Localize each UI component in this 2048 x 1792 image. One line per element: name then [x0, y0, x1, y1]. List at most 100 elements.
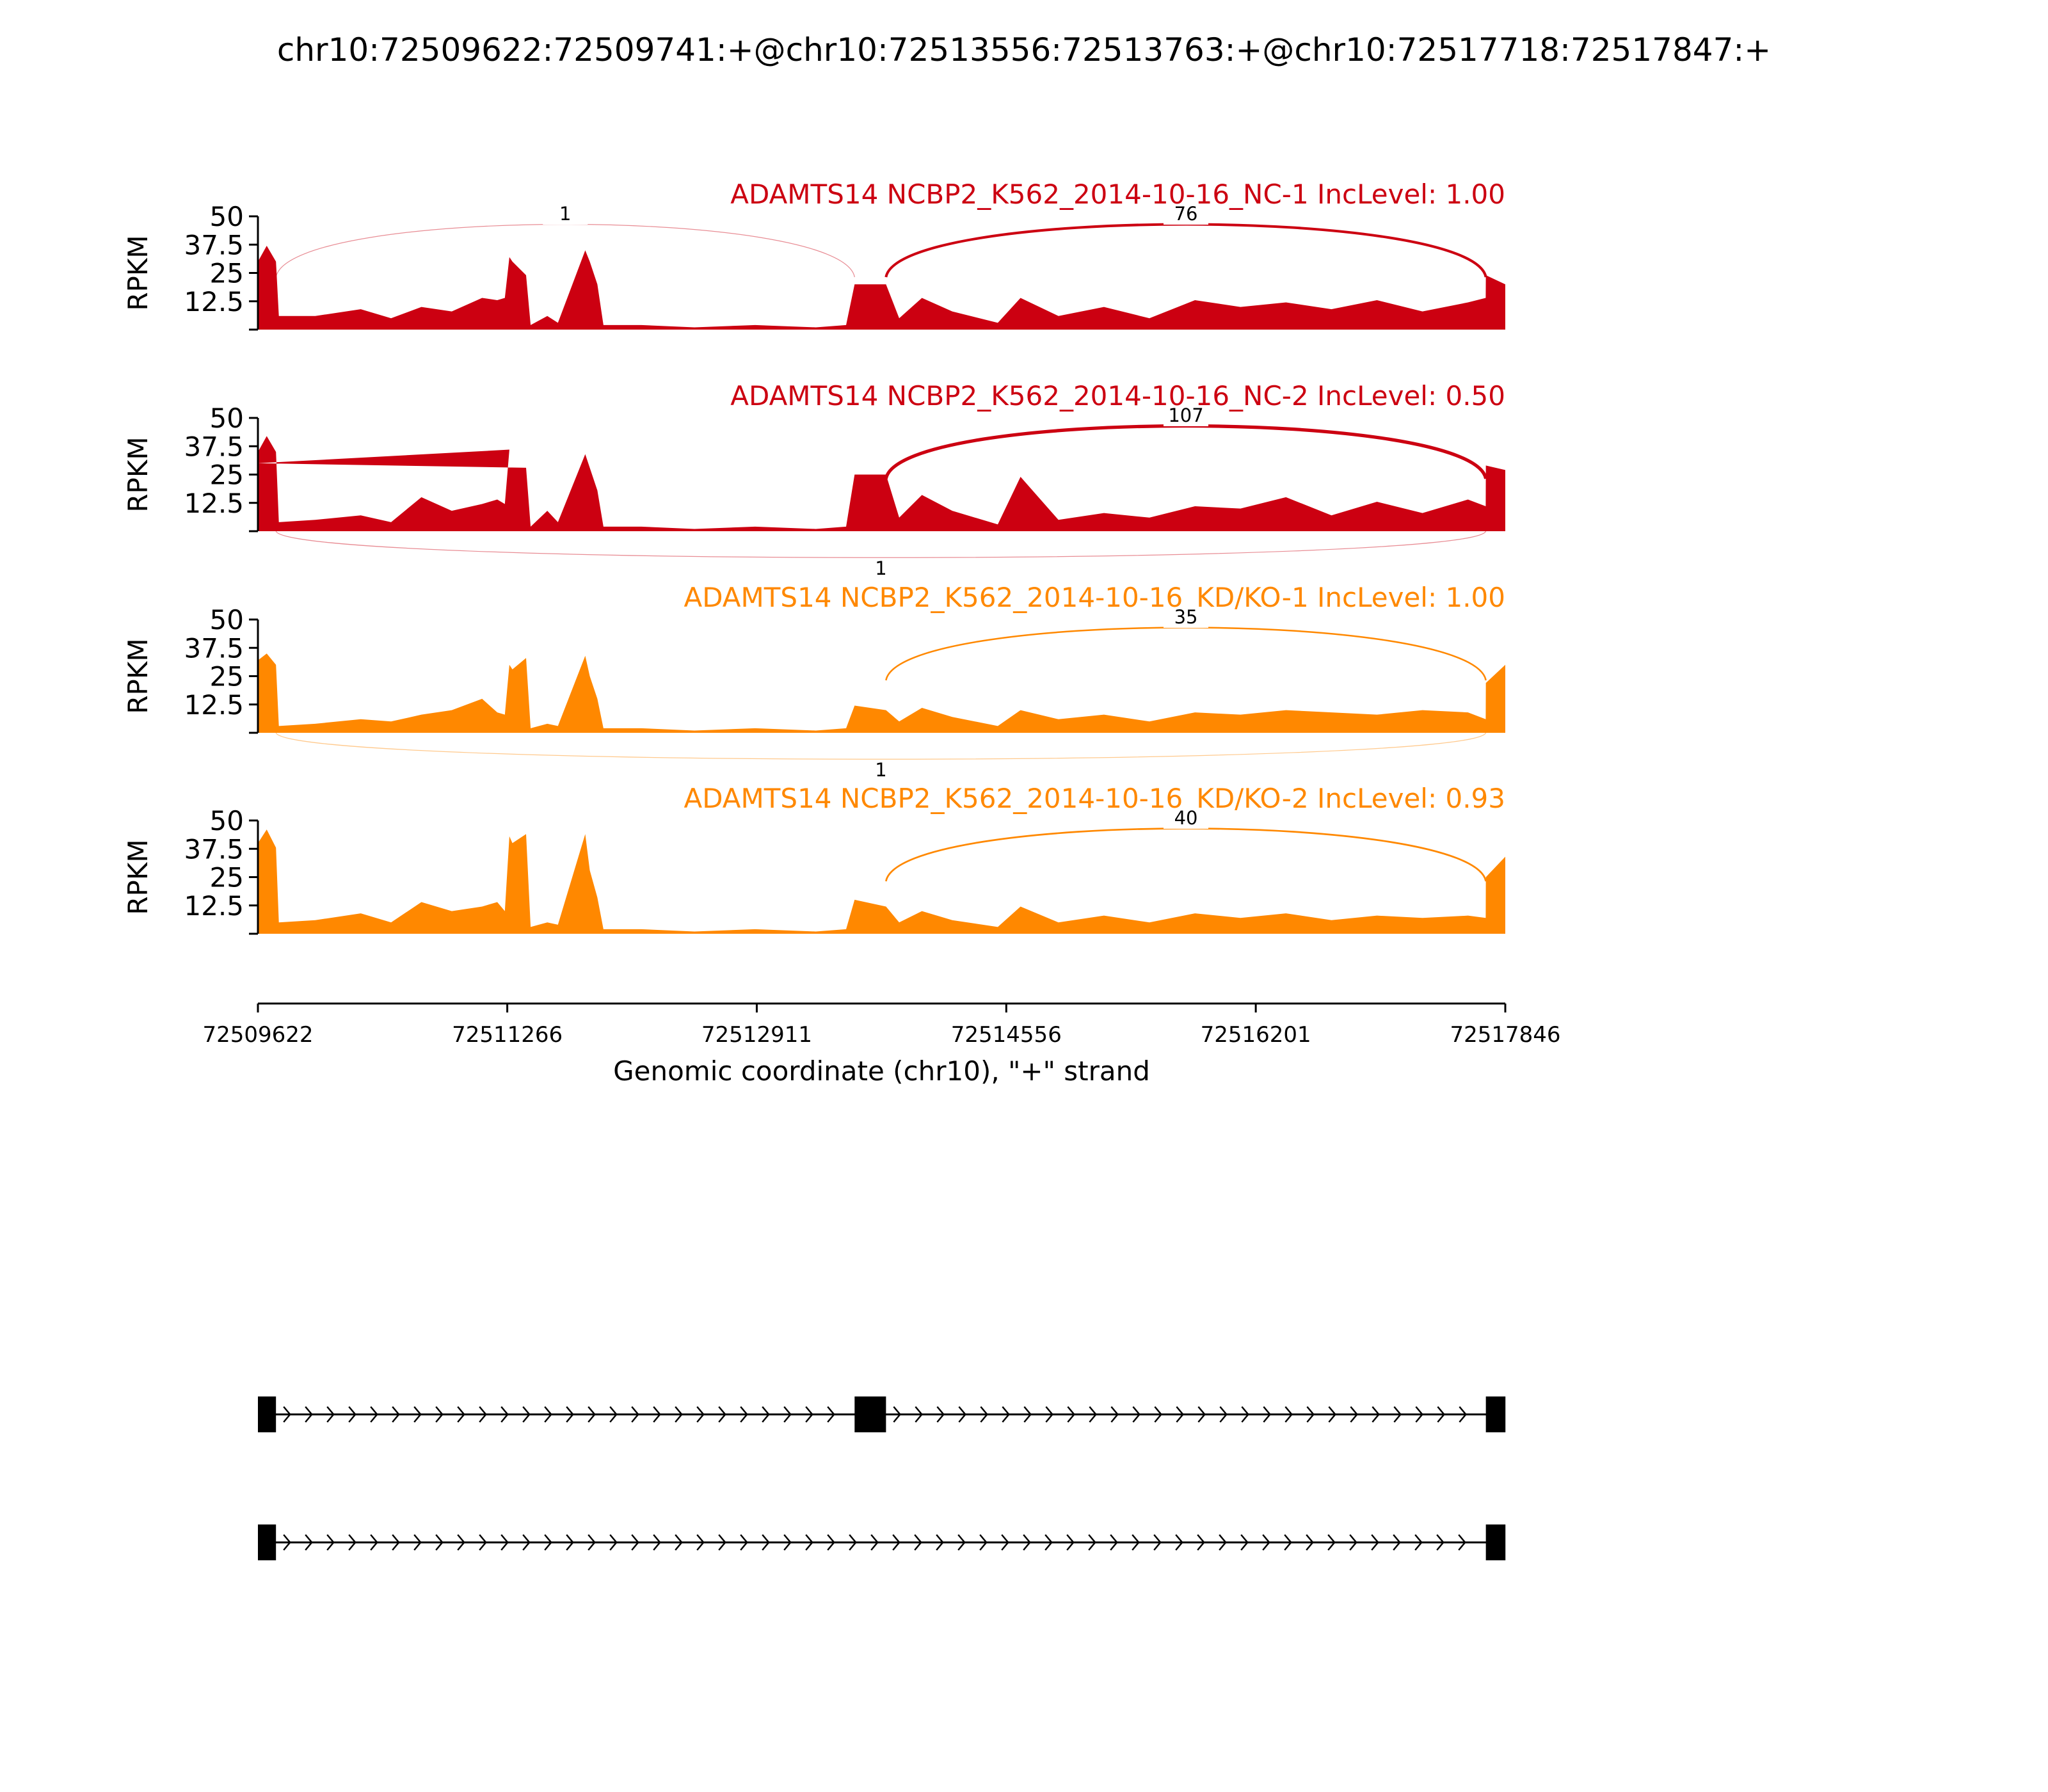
strand-chevron: [1306, 1534, 1314, 1551]
strand-chevron: [718, 1406, 726, 1423]
strand-chevron: [435, 1406, 444, 1423]
y-tick-label: 37.5: [184, 833, 244, 865]
y-tick-label: 25: [210, 661, 244, 692]
strand-chevron: [1306, 1406, 1315, 1423]
track-label: ADAMTS14 NCBP2_K562_2014-10-16_NC-2 IncL…: [730, 380, 1505, 412]
junction-label-bg: [1164, 607, 1209, 628]
strand-chevron: [457, 1406, 465, 1423]
strand-chevron: [893, 1406, 901, 1423]
y-tick-label: 50: [210, 805, 244, 836]
strand-chevron: [283, 1534, 291, 1551]
strand-chevron: [805, 1534, 813, 1551]
strand-chevron: [1066, 1534, 1075, 1551]
strand-chevron: [1350, 1406, 1358, 1423]
coverage-area: [258, 436, 1505, 531]
strand-chevron: [805, 1406, 813, 1423]
strand-chevron: [566, 1534, 574, 1551]
strand-chevron: [1132, 1534, 1140, 1551]
strand-chevron: [479, 1534, 487, 1551]
exon-block: [258, 1524, 276, 1560]
strand-chevron: [500, 1406, 509, 1423]
strand-chevron: [1154, 1406, 1162, 1423]
strand-chevron: [696, 1534, 705, 1551]
strand-chevron: [348, 1406, 356, 1423]
y-tick-label: 25: [210, 258, 244, 289]
strand-chevron: [957, 1534, 966, 1551]
junction-count-label: 1: [875, 759, 886, 781]
y-tick-label: 25: [210, 862, 244, 893]
strand-chevron: [783, 1406, 792, 1423]
strand-chevron: [1263, 1406, 1271, 1423]
x-axis-label: Genomic coordinate (chr10), "+" strand: [613, 1055, 1150, 1087]
strand-chevron: [915, 1406, 923, 1423]
strand-chevron: [1327, 1534, 1336, 1551]
strand-chevron: [979, 1534, 988, 1551]
strand-chevron: [980, 1406, 988, 1423]
junction-count-label: 107: [1168, 404, 1203, 426]
strand-chevron: [1110, 1534, 1118, 1551]
strand-chevron: [1197, 1406, 1206, 1423]
y-tick-label: 12.5: [184, 488, 244, 519]
strand-chevron: [522, 1534, 531, 1551]
x-axis: 72509622 72511266 72512911 72514556 72516201…: [202, 1002, 1561, 1087]
strand-chevron: [849, 1534, 857, 1551]
x-tick-label: 72512911: [701, 1022, 812, 1048]
strand-chevron: [1153, 1534, 1162, 1551]
junction-count-label: 1: [559, 203, 571, 225]
strand-chevron: [1393, 1534, 1401, 1551]
y-axis-label: RPKM: [122, 638, 154, 714]
strand-chevron: [1023, 1406, 1032, 1423]
strand-chevron: [566, 1406, 574, 1423]
strand-chevron: [914, 1534, 922, 1551]
strand-chevron: [305, 1406, 313, 1423]
junction-arc: [275, 531, 1487, 558]
strand-chevron: [305, 1534, 313, 1551]
strand-chevron: [1284, 1534, 1292, 1551]
strand-chevron: [1240, 1534, 1249, 1551]
junction-arc: [885, 627, 1487, 681]
strand-chevron: [522, 1406, 531, 1423]
strand-chevron: [588, 1534, 596, 1551]
strand-chevron: [892, 1534, 900, 1551]
y-tick-label: 12.5: [184, 890, 244, 922]
x-tick-label: 72511266: [452, 1022, 563, 1048]
strand-chevron: [1132, 1406, 1140, 1423]
y-axis-label: RPKM: [122, 839, 154, 915]
x-tick-label: 72514556: [951, 1022, 1062, 1048]
exon-block: [854, 1396, 886, 1432]
y-tick-label: 25: [210, 460, 244, 491]
junction-label-bg: [858, 559, 904, 579]
strand-chevron: [283, 1406, 291, 1423]
strand-chevron: [326, 1534, 335, 1551]
strand-chevron: [1415, 1406, 1423, 1423]
strand-chevron: [1176, 1406, 1184, 1423]
strand-chevron: [1284, 1406, 1293, 1423]
strand-chevron: [1175, 1534, 1183, 1551]
isoform-1: [258, 1396, 1506, 1432]
strand-chevron: [1349, 1534, 1357, 1551]
junction-arc: [884, 424, 1488, 479]
strand-chevron: [413, 1406, 422, 1423]
strand-chevron: [435, 1534, 444, 1551]
strand-chevron: [1197, 1534, 1205, 1551]
strand-chevron: [1414, 1534, 1423, 1551]
junction-arc: [275, 732, 1487, 760]
strand-chevron: [936, 1406, 945, 1423]
junction-label-bg: [858, 760, 904, 781]
junction-label-bg: [1164, 406, 1209, 426]
track-label: ADAMTS14 NCBP2_K562_2014-10-16_KD/KO-2 I…: [684, 783, 1505, 814]
strand-chevron: [500, 1534, 509, 1551]
strand-chevron: [653, 1534, 661, 1551]
strand-chevron: [1044, 1534, 1053, 1551]
track-label: ADAMTS14 NCBP2_K562_2014-10-16_NC-1 IncL…: [730, 179, 1505, 210]
strand-chevron: [675, 1406, 683, 1423]
strand-chevron: [631, 1406, 639, 1423]
strand-chevron: [762, 1406, 770, 1423]
strand-chevron: [479, 1406, 487, 1423]
figure-title: chr10:72509622:72509741:+@chr10:72513556…: [277, 31, 1771, 68]
strand-chevron: [740, 1534, 748, 1551]
